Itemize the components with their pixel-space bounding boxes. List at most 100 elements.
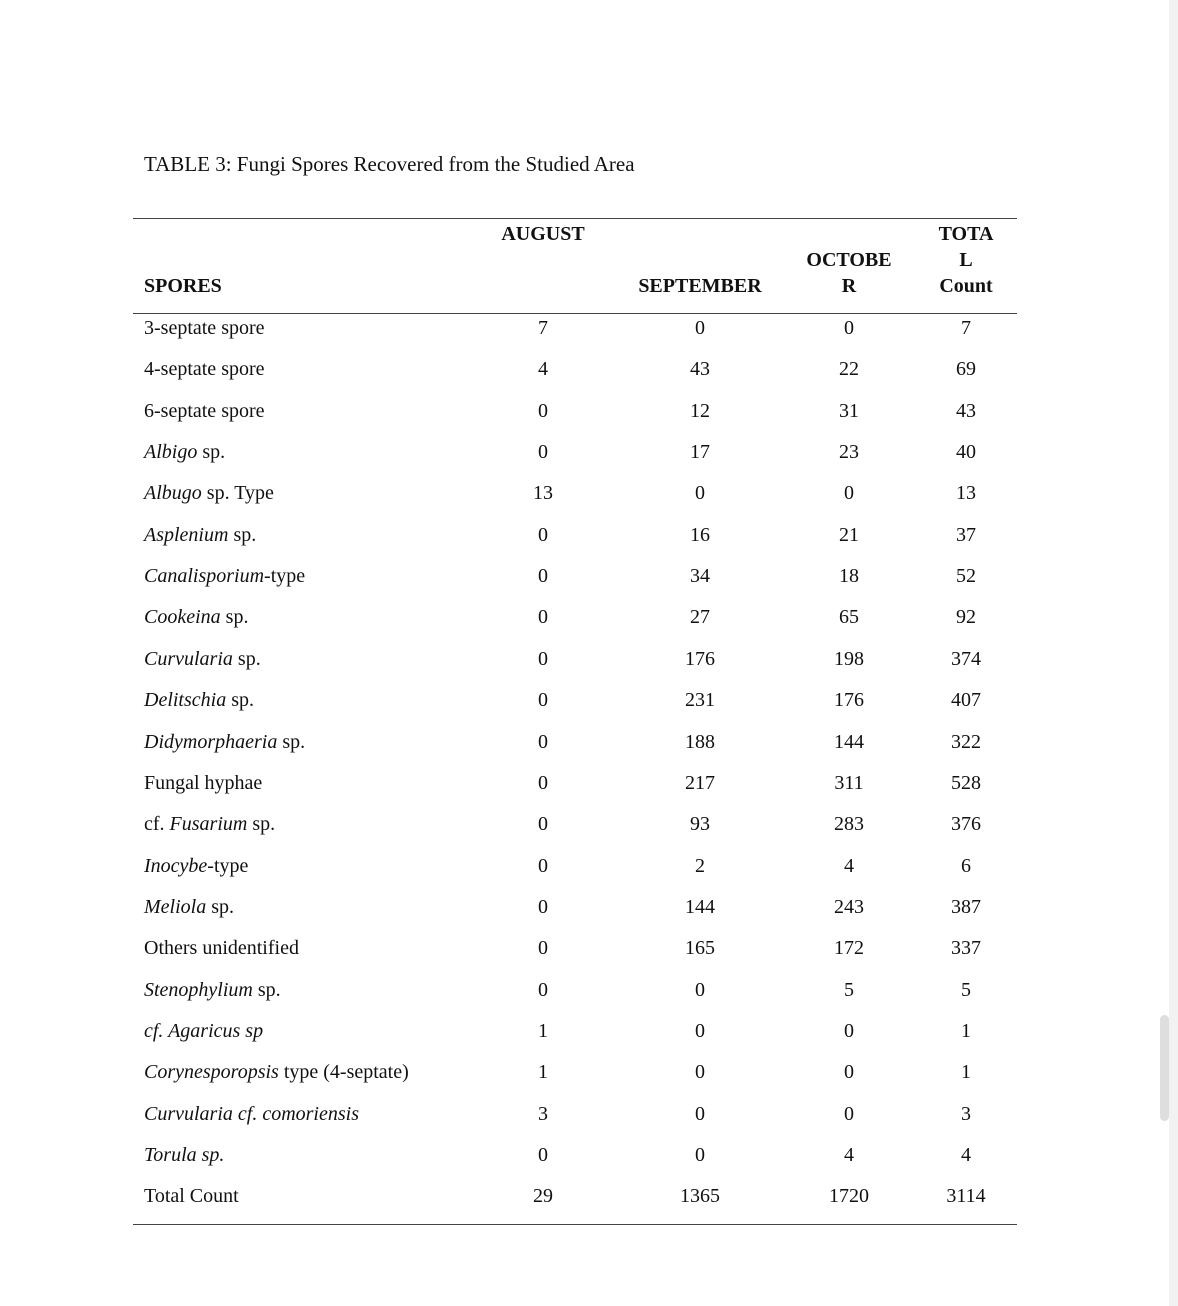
cell-oct: 4 <box>844 1144 854 1166</box>
cell-total: 322 <box>951 730 981 753</box>
spore-name-part: sp. Type <box>201 482 274 505</box>
cell-aug: 0 <box>538 978 548 1001</box>
spore-name-part: Inocybe <box>144 854 208 877</box>
spore-name-part: -type <box>207 854 249 877</box>
spore-name: cf. Agaricus sp <box>144 1020 263 1043</box>
spore-name-part: sp. <box>206 895 235 918</box>
spore-name-part: -type <box>264 565 306 588</box>
table-row: 3-septate spore 7 0 0 7 <box>133 317 1017 347</box>
cell-sep: 1365 <box>680 1185 720 1208</box>
cell-total: 92 <box>956 606 976 629</box>
cell-total: 43 <box>956 399 976 422</box>
cell-aug: 4 <box>538 358 548 381</box>
cell-total: 387 <box>951 895 981 918</box>
spore-name: 3-septate spore <box>144 317 265 340</box>
cell-oct: 22 <box>839 358 859 381</box>
table-row: Didymorphaeria sp. 0 188 144 322 <box>133 731 1017 761</box>
cell-aug: 7 <box>538 317 548 339</box>
cell-total: 7 <box>961 317 971 339</box>
header-september: SEPTEMBER <box>638 275 762 297</box>
table-row: Total Count 29 1365 1720 3114 <box>133 1185 1017 1215</box>
spore-name-part: Fungal hyphae <box>144 771 263 794</box>
viewer-edge <box>1169 0 1178 1306</box>
table-row: Inocybe-type 0 2 4 6 <box>133 855 1017 885</box>
table-row: Asplenium sp. 0 16 21 37 <box>133 524 1017 554</box>
cell-sep: 0 <box>695 1061 705 1084</box>
cell-aug: 0 <box>538 813 548 836</box>
spore-name: 4-septate spore <box>144 358 265 381</box>
cell-sep: 231 <box>685 689 715 712</box>
header-total-line2: L <box>959 249 973 271</box>
vertical-scrollbar[interactable] <box>1160 1015 1169 1121</box>
spore-name: Meliola sp. <box>144 896 234 919</box>
table-row: Fungal hyphae 0 217 311 528 <box>133 772 1017 802</box>
table-top-rule <box>133 218 1017 219</box>
spore-name-part: Curvularia <box>144 647 233 670</box>
cell-total: 6 <box>961 854 971 877</box>
cell-aug: 0 <box>538 771 548 794</box>
table-row: 6-septate spore 0 12 31 43 <box>133 400 1017 430</box>
cell-oct: 144 <box>834 730 864 753</box>
table-row: Stenophylium sp. 0 0 5 5 <box>133 979 1017 1009</box>
spore-name: Stenophylium sp. <box>144 979 281 1002</box>
cell-total: 4 <box>961 1144 971 1166</box>
header-august: AUGUST <box>501 223 585 245</box>
spore-name-part: sp. <box>277 730 306 753</box>
table-row: Delitschia sp. 0 231 176 407 <box>133 689 1017 719</box>
spore-name: Corynesporopsis type (4-septate) <box>144 1061 409 1084</box>
spore-name: Others unidentified <box>144 937 299 960</box>
cell-sep: 0 <box>695 317 705 339</box>
spore-name: Total Count <box>144 1185 239 1208</box>
spore-name-part: Stenophylium <box>144 978 253 1001</box>
header-october-line2: R <box>841 275 857 297</box>
cell-aug: 29 <box>533 1185 553 1208</box>
cell-sep: 0 <box>695 1144 705 1166</box>
cell-total: 40 <box>956 441 976 464</box>
cell-sep: 188 <box>685 730 715 753</box>
spore-name: cf. Fusarium sp. <box>144 813 275 836</box>
spore-name-part: sp. <box>252 978 281 1001</box>
spore-name-part: Albugo <box>144 482 202 505</box>
table-header-rule <box>133 313 1017 314</box>
cell-total: 5 <box>961 978 971 1001</box>
cell-oct: 4 <box>844 854 854 877</box>
spore-name-part: Asplenium <box>144 523 229 546</box>
cell-sep: 16 <box>690 523 710 546</box>
spore-name-part: Delitschia <box>144 689 227 712</box>
cell-oct: 5 <box>844 978 854 1001</box>
cell-oct: 31 <box>839 399 859 422</box>
header-total-line3: Count <box>939 275 993 297</box>
cell-sep: 217 <box>685 771 715 794</box>
table-row: Albugo sp. Type 13 0 0 13 <box>133 482 1017 512</box>
cell-aug: 0 <box>538 523 548 546</box>
cell-oct: 0 <box>844 1061 854 1084</box>
cell-oct: 65 <box>839 606 859 629</box>
header-spores: SPORES <box>144 275 222 297</box>
cell-oct: 198 <box>834 647 864 670</box>
cell-sep: 17 <box>690 441 710 464</box>
cell-total: 374 <box>951 647 981 670</box>
cell-total: 1 <box>961 1061 971 1084</box>
cell-oct: 243 <box>834 895 864 918</box>
header-october-line1: OCTOBE <box>806 249 892 271</box>
spore-name-part: Meliola <box>144 895 207 918</box>
spore-name: Curvularia sp. <box>144 648 261 671</box>
spore-name-part: cf. <box>144 813 170 836</box>
spore-name-part: Cookeina <box>144 606 221 629</box>
header-total-count: TOTA L Count <box>916 221 1016 299</box>
cell-sep: 12 <box>690 399 710 422</box>
table-row: Canalisporium-type 0 34 18 52 <box>133 565 1017 595</box>
table-row: cf. Fusarium sp. 0 93 283 376 <box>133 813 1017 843</box>
spore-name-part: Others unidentified <box>144 937 299 960</box>
spore-name-part: Total Count <box>144 1185 239 1208</box>
spore-name: Curvularia cf. comoriensis <box>144 1103 359 1126</box>
spore-name-part: sp. <box>220 606 249 629</box>
header-total-line1: TOTA <box>938 223 994 245</box>
spore-name-part: sp. <box>226 689 255 712</box>
cell-oct: 283 <box>834 813 864 836</box>
table-row: Cookeina sp. 0 27 65 92 <box>133 606 1017 636</box>
table-row: 4-septate spore 4 43 22 69 <box>133 358 1017 388</box>
spore-name: Fungal hyphae <box>144 772 262 795</box>
spore-name-part: 4-septate spore <box>144 358 265 381</box>
spore-name: Torula sp. <box>144 1144 224 1167</box>
